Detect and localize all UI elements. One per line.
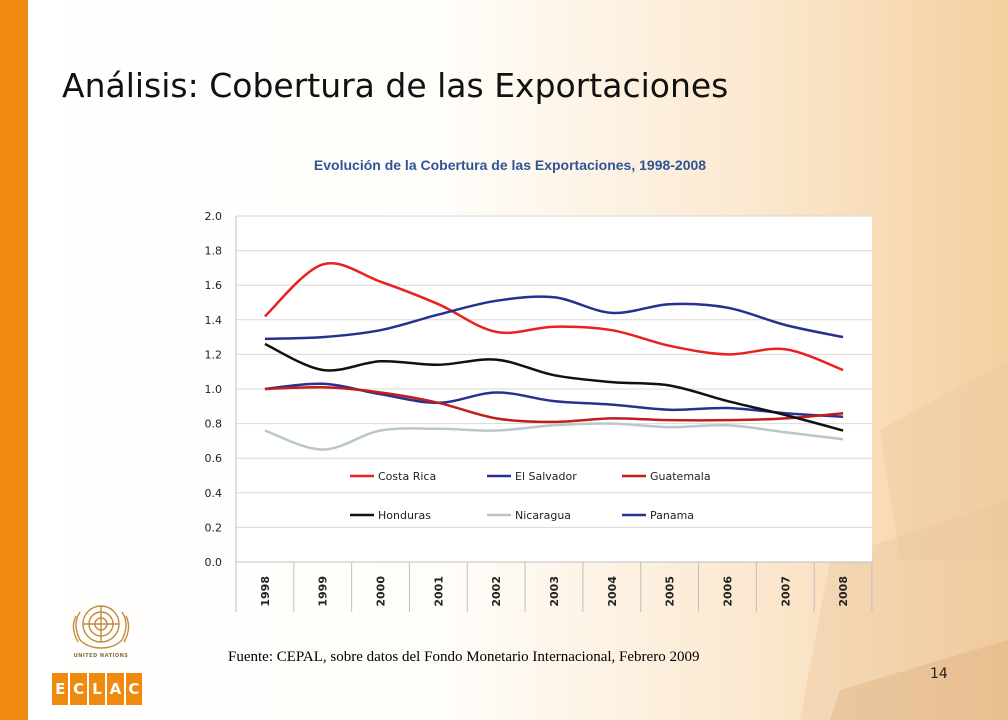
x-tick-label: 2005 [664, 576, 677, 607]
series-line [264, 262, 844, 372]
x-tick-label: 1999 [317, 576, 330, 607]
legend-label: Guatemala [650, 470, 711, 483]
legend-label: Honduras [378, 509, 431, 522]
series-line [264, 342, 844, 432]
x-tick-label: 2008 [837, 576, 850, 607]
y-tick-label: 0.2 [205, 521, 223, 534]
eclac-logo: E C L A C [52, 673, 143, 705]
y-tick-label: 2.0 [205, 210, 223, 223]
y-tick-label: 1.6 [205, 279, 223, 292]
page-number: 14 [930, 666, 948, 682]
legend-label: El Salvador [515, 470, 577, 483]
legend-label: Panama [650, 509, 694, 522]
series-line [264, 422, 844, 451]
x-tick-label: 1998 [259, 576, 272, 607]
y-tick-label: 0.4 [205, 487, 223, 500]
x-tick-label: 2002 [490, 576, 503, 607]
series-line [264, 385, 844, 424]
y-tick-label: 1.4 [205, 314, 223, 327]
legend-label: Nicaragua [515, 509, 571, 522]
x-tick-label: 2000 [375, 576, 388, 607]
eclac-letter: L [88, 673, 106, 705]
eclac-letter: C [125, 673, 143, 705]
y-tick-label: 1.2 [205, 348, 223, 361]
eclac-letter: A [107, 673, 124, 705]
eclac-letter: C [70, 673, 87, 705]
x-tick-label: 2007 [779, 576, 792, 607]
x-tick-label: 2003 [548, 576, 561, 607]
y-tick-label: 0.8 [205, 418, 223, 431]
slide-title: Análisis: Cobertura de las Exportaciones [62, 66, 729, 105]
un-emblem-icon [72, 605, 130, 649]
x-tick-label: 2001 [432, 576, 445, 607]
y-tick-label: 0.6 [205, 452, 223, 465]
x-tick-label: 2006 [721, 576, 734, 607]
chart-title: Evolución de la Cobertura de las Exporta… [313, 157, 707, 173]
x-tick-label: 2004 [606, 576, 619, 607]
y-tick-label: 1.0 [205, 383, 223, 396]
eclac-letter: E [52, 673, 69, 705]
y-tick-label: 0.0 [205, 556, 223, 569]
y-tick-label: 1.8 [205, 245, 223, 258]
series-line [264, 295, 844, 341]
source-note: Fuente: CEPAL, sobre datos del Fondo Mon… [228, 649, 700, 665]
legend-label: Costa Rica [378, 470, 436, 483]
un-logo-text: UNITED NATIONS [73, 653, 129, 659]
left-accent-bar [0, 0, 28, 720]
